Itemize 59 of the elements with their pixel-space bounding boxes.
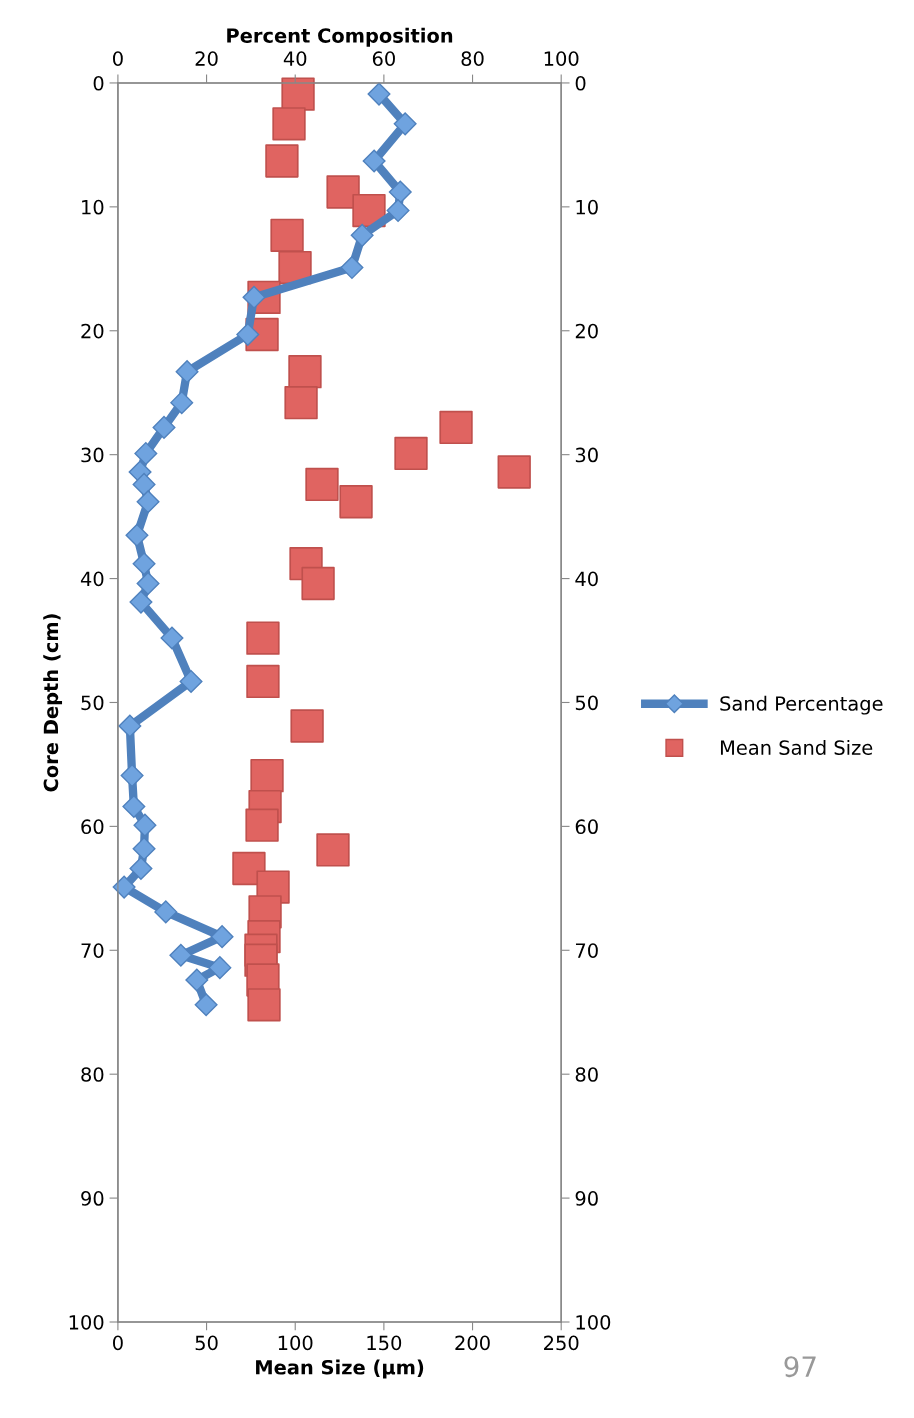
- point: [270, 218, 304, 253]
- y-tick-label: 100: [69, 1314, 104, 1330]
- y-tick-label: 0: [93, 75, 104, 91]
- y-tick-label: 90: [81, 1191, 104, 1206]
- y-tick-label: 80: [81, 1067, 104, 1082]
- x2-tick-label: 20: [195, 51, 218, 66]
- y2-tick-label: 70: [575, 943, 598, 958]
- y-axis-title: Core Depth (cm): [43, 614, 63, 792]
- point: [305, 467, 339, 502]
- point: [288, 354, 322, 389]
- y2-tick-label: 60: [575, 819, 598, 835]
- x2-tick-label: 100: [544, 51, 579, 66]
- point: [246, 621, 280, 655]
- text: 97: [784, 1356, 816, 1378]
- y2-tick-label: 100: [576, 1314, 611, 1330]
- x-tick-label: 0: [113, 1335, 123, 1351]
- y2-tick-label: 0: [575, 75, 586, 91]
- y-tick-label: 30: [81, 447, 104, 463]
- point: [284, 385, 318, 420]
- point: [247, 988, 281, 1022]
- point: [265, 144, 299, 178]
- y2-tick-label: 30: [575, 447, 598, 463]
- x2-tick-label: 60: [372, 51, 395, 66]
- legend-label: Mean Sand Size: [720, 739, 873, 755]
- y2-tick-label: 40: [575, 571, 598, 587]
- point: [301, 566, 335, 601]
- point: [250, 758, 284, 793]
- point: [290, 709, 324, 743]
- x-tick-label: 150: [367, 1335, 402, 1351]
- point: [439, 410, 473, 445]
- y-tick-label: 70: [81, 943, 104, 958]
- x-axis-title: Mean Size (µm): [256, 1359, 424, 1379]
- point: [245, 808, 279, 842]
- y2-tick-label: 50: [575, 695, 598, 711]
- point: [326, 175, 360, 209]
- y-tick-label: 50: [81, 695, 104, 711]
- y-tick-label: 20: [81, 323, 104, 339]
- x-tick-label: 100: [278, 1335, 313, 1351]
- x2-tick-label: 0: [113, 51, 123, 66]
- y2-tick-label: 90: [575, 1191, 598, 1206]
- y2-tick-label: 10: [576, 199, 598, 215]
- point: [394, 436, 428, 471]
- x2-tick-label: 40: [283, 51, 307, 66]
- y2-tick-label: 20: [575, 323, 598, 339]
- point: [497, 455, 531, 489]
- x-tick-label: 50: [195, 1335, 218, 1351]
- point: [246, 664, 280, 699]
- y2-tick-label: 80: [575, 1067, 598, 1082]
- point: [272, 107, 306, 141]
- y-tick-label: 60: [81, 819, 104, 835]
- legend-label: Sand Percentage: [720, 695, 883, 715]
- y-tick-label: 10: [82, 199, 104, 215]
- x2-tick-label: 80: [461, 51, 484, 66]
- y-tick-label: 40: [80, 571, 104, 587]
- x2-axis-title: Percent Composition: [227, 27, 453, 47]
- x-tick-label: 250: [544, 1335, 579, 1351]
- point: [339, 485, 373, 519]
- point: [316, 833, 350, 867]
- x-tick-label: 200: [455, 1335, 490, 1351]
